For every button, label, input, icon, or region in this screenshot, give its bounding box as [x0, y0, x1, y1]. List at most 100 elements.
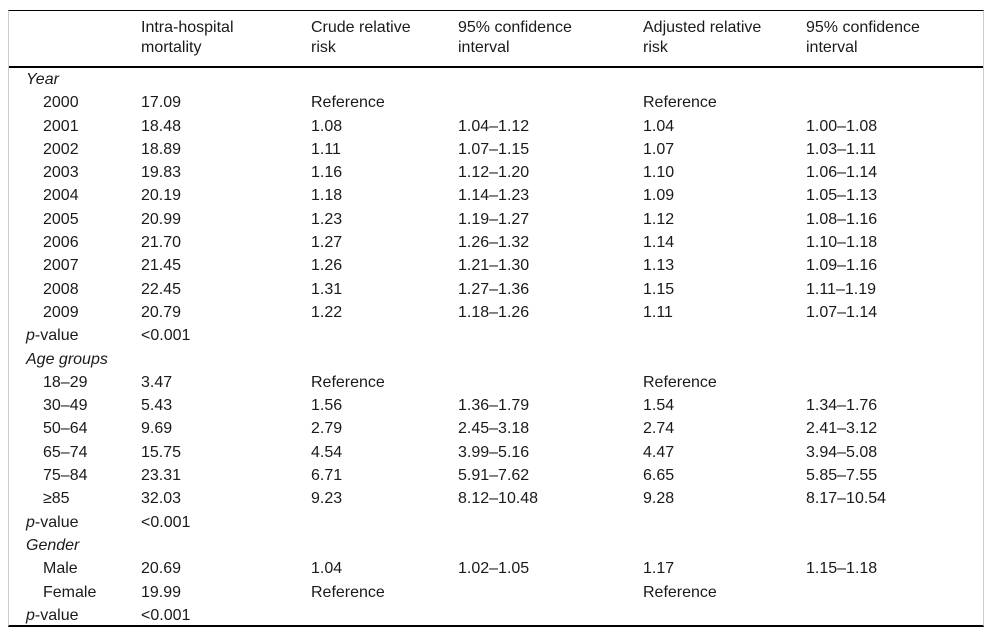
table-row: 2009 20.79 1.22 1.18–1.26 1.11 1.07–1.14 — [9, 301, 983, 324]
section-header-row: Gender — [9, 534, 983, 557]
mortality-cell: 18.48 — [141, 117, 182, 135]
adjusted-ci-cell: 1.03–1.11 — [806, 140, 876, 158]
crude-rr-cell: 1.04 — [311, 560, 343, 578]
adjusted-ci-cell: 1.06–1.14 — [806, 164, 878, 182]
crude-rr-cell: 1.31 — [311, 280, 343, 298]
table-row: 30–49 5.43 1.56 1.36–1.79 1.54 1.34–1.76 — [9, 394, 983, 417]
mortality-cell: 3.47 — [141, 373, 173, 391]
mortality-cell: 23.31 — [141, 467, 182, 485]
crude-ci-cell — [458, 371, 643, 394]
adjusted-rr-cell: 6.65 — [643, 467, 675, 485]
row-label: 2006 — [43, 234, 79, 252]
adjusted-ci-cell — [806, 581, 983, 604]
empty-cell — [458, 511, 643, 534]
header-crude-relative-risk: Crude relative risk — [311, 11, 458, 68]
row-label: 2009 — [43, 303, 79, 321]
table-row: 2005 20.99 1.23 1.19–1.27 1.12 1.08–1.16 — [9, 208, 983, 231]
empty-cell — [311, 324, 458, 347]
p-value-row: p-value <0.001 — [9, 511, 983, 534]
crude-ci-cell — [458, 91, 643, 114]
crude-rr-cell: 1.22 — [311, 303, 343, 321]
header-row: Intra-hospital mortality Crude relative … — [9, 11, 983, 68]
table-row: 75–84 23.31 6.71 5.91–7.62 6.65 5.85–7.55 — [9, 464, 983, 487]
mortality-cell: 20.99 — [141, 210, 182, 228]
row-label: 30–49 — [43, 397, 88, 415]
row-label: 2001 — [43, 117, 79, 135]
mortality-cell: 5.43 — [141, 397, 173, 415]
mortality-cell: 20.69 — [141, 560, 182, 578]
crude-rr-cell: 4.54 — [311, 443, 343, 461]
row-label: 75–84 — [43, 467, 88, 485]
empty-cell — [643, 604, 806, 625]
adjusted-ci-cell: 5.85–7.55 — [806, 467, 878, 485]
adjusted-ci-cell: 8.17–10.54 — [806, 490, 887, 508]
mortality-cell: 17.09 — [141, 94, 182, 112]
adjusted-ci-cell: 1.15–1.18 — [806, 560, 878, 578]
header-empty — [9, 11, 141, 68]
crude-ci-cell: 1.02–1.05 — [458, 560, 530, 578]
adjusted-ci-cell: 1.11–1.19 — [806, 280, 876, 298]
crude-ci-cell: 1.07–1.15 — [458, 140, 530, 158]
table-row: Male 20.69 1.04 1.02–1.05 1.17 1.15–1.18 — [9, 557, 983, 580]
table-row: 18–29 3.47 Reference Reference — [9, 371, 983, 394]
mortality-cell: 9.69 — [141, 420, 173, 438]
crude-rr-cell: 1.26 — [311, 257, 343, 275]
table-row: ≥85 32.03 9.23 8.12–10.48 9.28 8.17–10.54 — [9, 487, 983, 510]
adjusted-ci-cell: 1.34–1.76 — [806, 397, 878, 415]
crude-ci-cell: 3.99–5.16 — [458, 443, 530, 461]
p-value-row: p-value <0.001 — [9, 324, 983, 347]
adjusted-rr-cell: 4.47 — [643, 443, 675, 461]
empty-cell — [806, 324, 983, 347]
adjusted-rr-cell: 1.15 — [643, 280, 675, 298]
adjusted-rr-cell: Reference — [643, 583, 717, 601]
adjusted-rr-cell: 1.07 — [643, 140, 675, 158]
row-label: 2004 — [43, 187, 79, 205]
header-adjusted-confidence-interval: 95% confidence interval — [806, 11, 983, 68]
row-label: 2003 — [43, 164, 79, 182]
crude-ci-cell: 1.27–1.36 — [458, 280, 530, 298]
crude-rr-cell: 1.56 — [311, 397, 343, 415]
table-row: 2004 20.19 1.18 1.14–1.23 1.09 1.05–1.13 — [9, 184, 983, 207]
section-title: Gender — [26, 536, 80, 554]
crude-rr-cell: 1.18 — [311, 187, 343, 205]
crude-rr-cell: 1.27 — [311, 234, 343, 252]
adjusted-ci-cell: 1.00–1.08 — [806, 117, 878, 135]
mortality-cell: 15.75 — [141, 443, 182, 461]
crude-rr-cell: 2.79 — [311, 420, 343, 438]
header-intra-hospital-mortality: Intra-hospital mortality — [141, 11, 311, 68]
mortality-cell: 20.19 — [141, 187, 182, 205]
table-row: 65–74 15.75 4.54 3.99–5.16 4.47 3.94–5.08 — [9, 441, 983, 464]
row-label: 2002 — [43, 140, 79, 158]
table-row: 50–64 9.69 2.79 2.45–3.18 2.74 2.41–3.12 — [9, 417, 983, 440]
crude-ci-cell: 5.91–7.62 — [458, 467, 530, 485]
crude-rr-cell: 1.11 — [311, 140, 341, 158]
adjusted-rr-cell: 1.12 — [643, 210, 675, 228]
empty-cell — [311, 511, 458, 534]
adjusted-rr-cell: 1.13 — [643, 257, 675, 275]
adjusted-ci-cell: 1.10–1.18 — [806, 234, 878, 252]
row-label: 18–29 — [43, 373, 88, 391]
crude-rr-cell: Reference — [311, 94, 385, 112]
crude-rr-cell: 6.71 — [311, 467, 343, 485]
mortality-cell: 21.45 — [141, 257, 182, 275]
crude-ci-cell — [458, 581, 643, 604]
crude-ci-cell: 1.14–1.23 — [458, 187, 530, 205]
table-row: 2006 21.70 1.27 1.26–1.32 1.14 1.10–1.18 — [9, 231, 983, 254]
table-row: 2003 19.83 1.16 1.12–1.20 1.10 1.06–1.14 — [9, 161, 983, 184]
crude-ci-cell: 1.26–1.32 — [458, 234, 530, 252]
adjusted-ci-cell: 1.05–1.13 — [806, 187, 878, 205]
table-row: 2001 18.48 1.08 1.04–1.12 1.04 1.00–1.08 — [9, 115, 983, 138]
empty-cell — [643, 324, 806, 347]
adjusted-rr-cell: 1.10 — [643, 164, 675, 182]
p-value-label: p-value — [26, 327, 79, 345]
p-value-label: p-value — [26, 606, 79, 624]
header-adjusted-relative-risk: Adjusted relative risk — [643, 11, 806, 68]
p-value: <0.001 — [141, 513, 191, 531]
mortality-cell: 32.03 — [141, 490, 182, 508]
mortality-cell: 18.89 — [141, 140, 182, 158]
crude-rr-cell: Reference — [311, 373, 385, 391]
adjusted-ci-cell: 3.94–5.08 — [806, 443, 878, 461]
row-label: 2005 — [43, 210, 79, 228]
row-label: 2008 — [43, 280, 79, 298]
adjusted-rr-cell: 1.17 — [643, 560, 675, 578]
